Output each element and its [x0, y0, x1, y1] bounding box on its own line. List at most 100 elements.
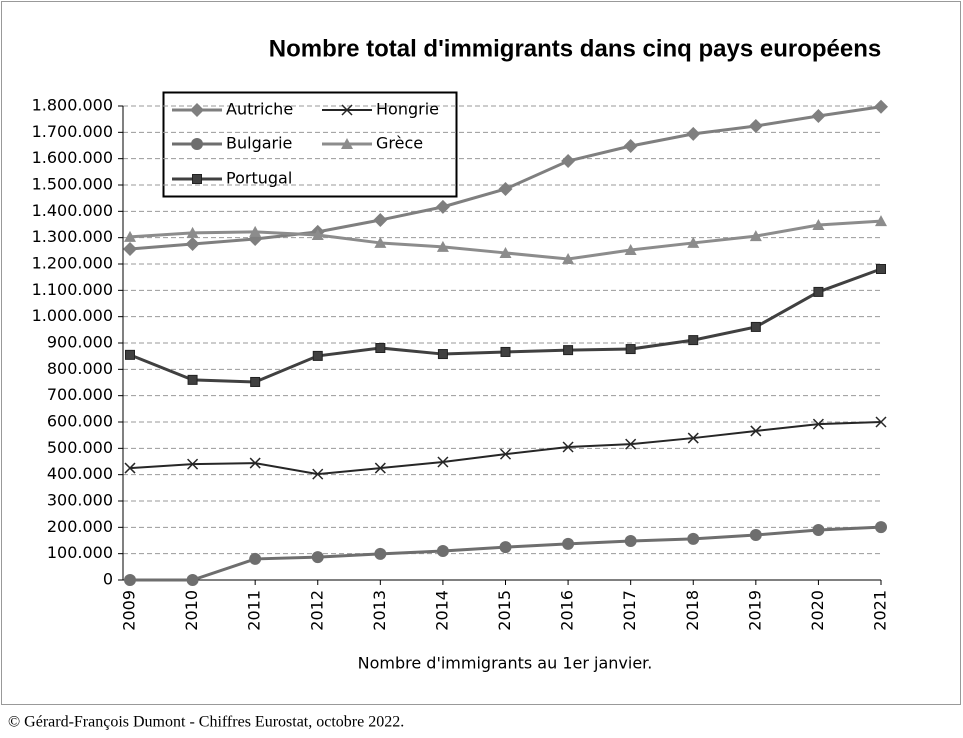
y-tick-label: 1.100.000 [32, 280, 113, 299]
marker [186, 226, 199, 238]
marker [750, 425, 762, 437]
y-tick-label: 600.000 [47, 412, 113, 431]
marker [562, 537, 575, 550]
x-tick-label: 2009 [120, 590, 139, 631]
marker [624, 535, 637, 548]
marker [185, 236, 200, 251]
y-tick-label: 1.800.000 [32, 96, 113, 115]
marker [312, 468, 324, 480]
marker [499, 541, 512, 554]
y-tick-label: 900.000 [47, 333, 113, 352]
marker [875, 416, 887, 428]
marker [187, 374, 198, 385]
legend-label: Bulgarie [226, 134, 292, 153]
marker [874, 99, 888, 114]
x-tick-label: 2011 [245, 590, 264, 631]
marker [187, 458, 199, 470]
marker [562, 441, 574, 453]
x-tick-label: 2010 [182, 590, 201, 631]
marker [499, 448, 512, 460]
marker [625, 344, 636, 355]
marker [875, 521, 887, 534]
marker [688, 335, 699, 346]
marker [687, 236, 700, 248]
y-tick-label: 200.000 [47, 517, 113, 536]
y-tick-label: 400.000 [47, 464, 113, 483]
marker [190, 103, 204, 117]
marker [749, 230, 762, 242]
x-tick-label: 2017 [620, 590, 639, 631]
marker [876, 264, 886, 275]
y-tick-label: 1.000.000 [32, 306, 113, 325]
chart-frame [1, 1, 961, 705]
x-tick-label: 2013 [370, 590, 389, 631]
marker [686, 126, 701, 141]
marker [124, 230, 136, 242]
marker [750, 321, 761, 332]
marker [192, 174, 202, 184]
marker [123, 241, 137, 256]
marker [373, 213, 388, 228]
marker [249, 552, 262, 565]
marker [561, 154, 576, 169]
y-tick-label: 0 [103, 570, 113, 589]
x-tick-label: 2021 [871, 590, 890, 631]
marker [250, 376, 261, 387]
marker [374, 462, 386, 474]
legend-label: Grèce [376, 134, 423, 153]
marker [437, 456, 449, 468]
y-tick-label: 500.000 [47, 438, 113, 457]
marker [375, 343, 386, 354]
marker [249, 225, 262, 237]
y-tick-label: 1.400.000 [32, 201, 113, 220]
x-tick-label: 2016 [558, 590, 577, 631]
marker [812, 523, 825, 536]
legend-label: Hongrie [376, 100, 439, 119]
x-tick-label: 2020 [808, 590, 827, 631]
legend-label: Autriche [226, 100, 293, 119]
marker [341, 138, 353, 149]
marker [191, 138, 203, 150]
marker [875, 215, 887, 227]
marker [498, 181, 513, 196]
marker [811, 109, 826, 124]
marker [562, 252, 575, 264]
y-tick-label: 100.000 [47, 543, 113, 562]
marker [812, 418, 824, 430]
x-tick-label: 2014 [432, 590, 451, 631]
y-tick-label: 1.700.000 [32, 122, 113, 141]
marker [749, 528, 762, 541]
marker [249, 457, 261, 469]
x-axis-label: Nombre d'immigrants au 1er janvier. [358, 654, 653, 673]
legend-label: Portugal [226, 169, 292, 188]
marker [311, 229, 324, 241]
marker [687, 432, 699, 444]
marker [125, 349, 135, 360]
chart-title: Nombre total d'immigrants dans cinq pays… [269, 35, 882, 62]
marker [624, 244, 637, 256]
marker [623, 139, 638, 154]
series-line [129, 421, 882, 476]
marker [374, 547, 387, 560]
y-tick-label: 1.500.000 [32, 175, 113, 194]
series-line [129, 267, 882, 384]
marker [311, 551, 324, 564]
marker [374, 236, 387, 248]
source-note: © Gérard-François Dumont - Chiffres Euro… [8, 714, 404, 731]
marker [186, 574, 199, 586]
marker [435, 199, 450, 214]
marker [341, 104, 353, 116]
marker [312, 350, 323, 361]
y-tick-label: 1.200.000 [32, 254, 113, 273]
y-tick-label: 800.000 [47, 359, 113, 378]
marker [812, 219, 825, 231]
y-tick-label: 1.300.000 [32, 227, 113, 246]
marker [813, 286, 824, 297]
y-tick-label: 1.600.000 [32, 148, 113, 167]
y-tick-label: 700.000 [47, 385, 113, 404]
marker [436, 240, 449, 252]
marker [500, 346, 511, 357]
marker [687, 532, 700, 545]
marker [563, 345, 574, 356]
